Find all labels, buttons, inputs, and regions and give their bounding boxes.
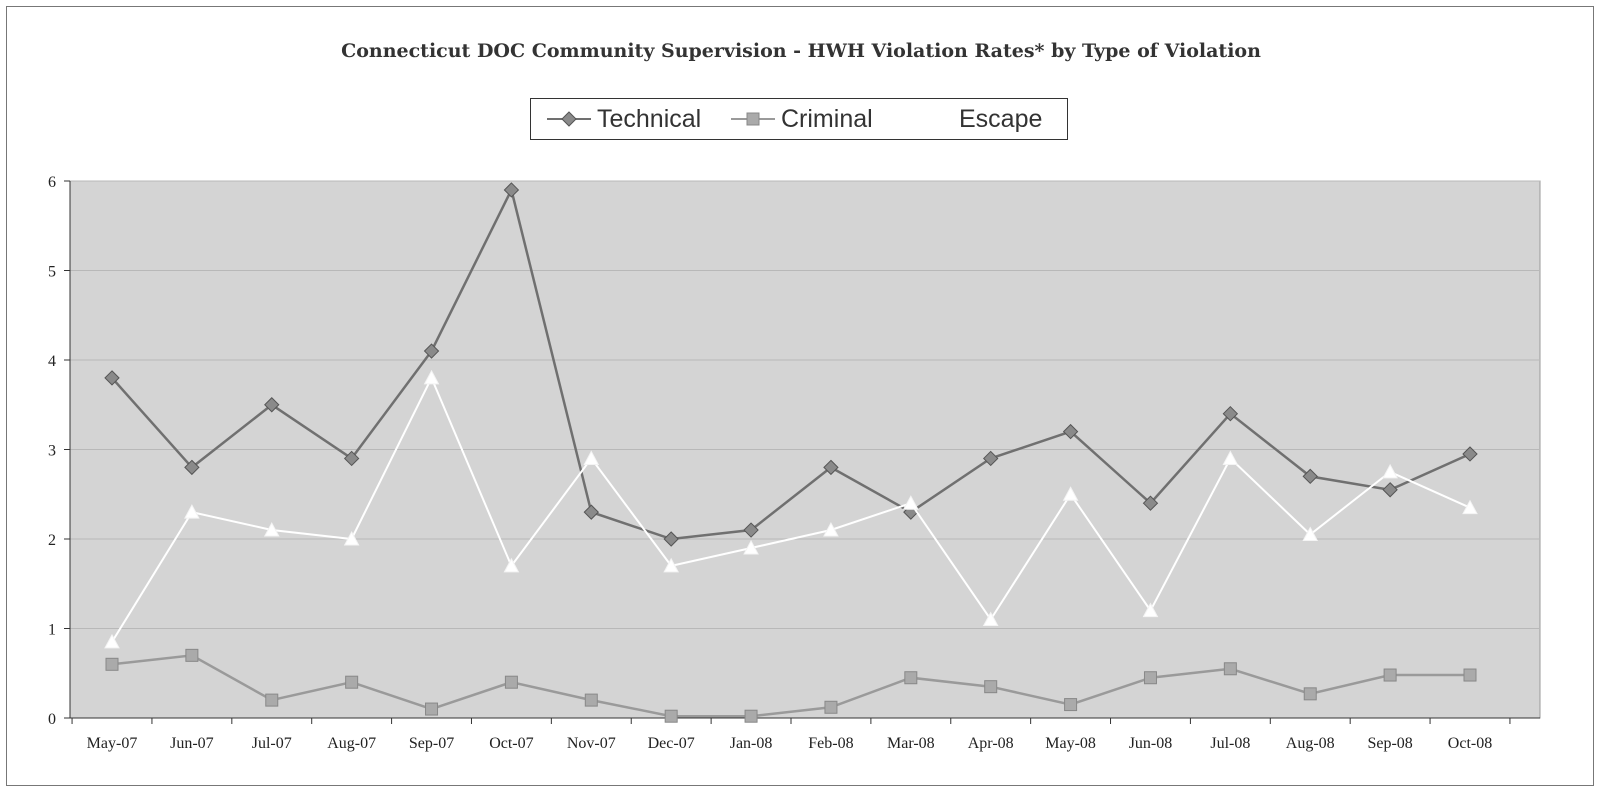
- point-criminal-Oct-08: [1463, 668, 1477, 682]
- x-tick-label-Aug-07: Aug-07: [327, 735, 376, 752]
- legend-marker-criminal: [731, 112, 775, 126]
- x-tick-label-Sep-08: Sep-08: [1367, 735, 1412, 752]
- x-tick-label-Jul-08: Jul-08: [1210, 735, 1250, 752]
- point-criminal-Dec-07: [664, 709, 678, 723]
- point-criminal-Aug-08: [1303, 687, 1317, 701]
- point-technical-Jul-07: [264, 397, 280, 413]
- point-criminal-Mar-08: [904, 671, 918, 685]
- point-criminal-Feb-08: [824, 700, 838, 714]
- point-criminal-Oct-07: [504, 675, 518, 689]
- point-technical-May-07: [104, 370, 120, 386]
- point-escape-Jul-07: [263, 521, 280, 537]
- point-criminal-May-08: [1064, 698, 1078, 712]
- point-escape-Oct-08: [1462, 499, 1478, 515]
- point-escape-Jul-08: [1222, 450, 1239, 465]
- point-escape-Mar-08: [902, 495, 919, 510]
- y-tick-label: 5: [48, 264, 56, 281]
- x-tick-label-Nov-07: Nov-07: [567, 735, 616, 752]
- point-technical-Feb-08: [823, 459, 839, 476]
- point-escape-Aug-08: [1302, 526, 1319, 542]
- point-escape-Jun-07: [184, 504, 200, 519]
- point-escape-Dec-07: [663, 557, 680, 573]
- point-escape-Jan-08: [743, 539, 759, 555]
- x-tick-label-Apr-08: Apr-08: [968, 735, 1014, 752]
- point-criminal-Jun-08: [1143, 671, 1157, 685]
- point-escape-Sep-07: [423, 369, 440, 385]
- legend-item-criminal: Criminal: [729, 99, 873, 139]
- point-technical-Nov-07: [583, 504, 600, 520]
- point-escape-May-08: [1062, 486, 1079, 501]
- legend-label-criminal: Criminal: [781, 104, 873, 133]
- point-technical-May-08: [1062, 423, 1079, 440]
- y-tick-label: 3: [48, 443, 56, 460]
- point-technical-Dec-07: [663, 531, 679, 547]
- point-escape-Apr-08: [982, 611, 999, 627]
- x-tick-label-Jun-07: Jun-07: [170, 735, 214, 752]
- legend-label-escape: Escape: [959, 104, 1043, 133]
- point-escape-Feb-08: [823, 521, 839, 537]
- x-tick-label-Sep-07: Sep-07: [409, 735, 454, 752]
- series-line-criminal: [111, 654, 1470, 718]
- legend-marker-technical: [547, 111, 591, 127]
- series-line-technical: [111, 186, 1471, 541]
- point-escape-May-07: [104, 633, 120, 649]
- point-criminal-Apr-08: [984, 680, 998, 694]
- point-technical-Jan-08: [743, 522, 759, 538]
- legend-marker-escape: [909, 110, 953, 126]
- point-technical-Oct-07: [503, 182, 520, 198]
- point-criminal-May-07: [105, 657, 119, 671]
- point-escape-Aug-07: [343, 530, 360, 546]
- point-technical-Sep-07: [423, 343, 440, 359]
- x-tick-label-Feb-08: Feb-08: [808, 735, 853, 752]
- point-criminal-Nov-07: [584, 693, 598, 707]
- legend-label-technical: Technical: [597, 104, 702, 133]
- point-criminal-Aug-07: [345, 675, 359, 689]
- point-technical-Jun-08: [1142, 495, 1159, 511]
- point-technical-Oct-08: [1462, 446, 1478, 462]
- point-technical-Sep-08: [1382, 482, 1398, 498]
- y-tick-label: 0: [48, 711, 56, 728]
- x-tick-label-Oct-07: Oct-07: [489, 735, 533, 752]
- legend-item-escape: Escape: [907, 99, 1042, 139]
- point-escape-Jun-08: [1142, 602, 1159, 618]
- y-tick-label: 1: [48, 622, 56, 639]
- point-technical-Aug-08: [1302, 468, 1318, 485]
- x-tick-label-May-07: May-07: [87, 735, 138, 752]
- point-criminal-Jan-08: [744, 709, 758, 723]
- y-tick-label: 4: [48, 353, 56, 370]
- x-tick-label-Jan-08: Jan-08: [730, 735, 773, 752]
- point-criminal-Sep-08: [1383, 668, 1397, 682]
- x-tick-label-Dec-07: Dec-07: [648, 735, 695, 752]
- x-tick-label-Jun-08: Jun-08: [1129, 735, 1173, 752]
- y-tick-label: 6: [48, 174, 56, 191]
- series-line-escape: [111, 375, 1471, 643]
- x-tick-label-Mar-08: Mar-08: [887, 735, 935, 752]
- x-tick-label-May-08: May-08: [1045, 735, 1096, 752]
- x-tick-label-Jul-07: Jul-07: [252, 735, 292, 752]
- y-tick-label: 2: [48, 532, 56, 549]
- chart-legend: Technical Criminal Escape: [530, 98, 1068, 140]
- x-tick-label-Aug-08: Aug-08: [1286, 735, 1335, 752]
- legend-item-technical: Technical: [545, 99, 701, 139]
- point-technical-Jul-08: [1222, 405, 1239, 422]
- x-tick-label-Oct-08: Oct-08: [1448, 735, 1492, 752]
- chart-title: Connecticut DOC Community Supervision - …: [341, 40, 1261, 62]
- point-criminal-Jun-07: [185, 648, 199, 662]
- point-criminal-Sep-07: [425, 702, 439, 716]
- point-criminal-Jul-08: [1223, 662, 1237, 676]
- point-technical-Aug-07: [343, 450, 360, 467]
- point-escape-Oct-07: [503, 557, 520, 573]
- point-technical-Apr-08: [982, 450, 999, 467]
- point-criminal-Jul-07: [265, 693, 279, 707]
- point-escape-Nov-07: [583, 450, 600, 465]
- point-escape-Sep-08: [1382, 463, 1398, 479]
- point-technical-Jun-07: [184, 459, 200, 476]
